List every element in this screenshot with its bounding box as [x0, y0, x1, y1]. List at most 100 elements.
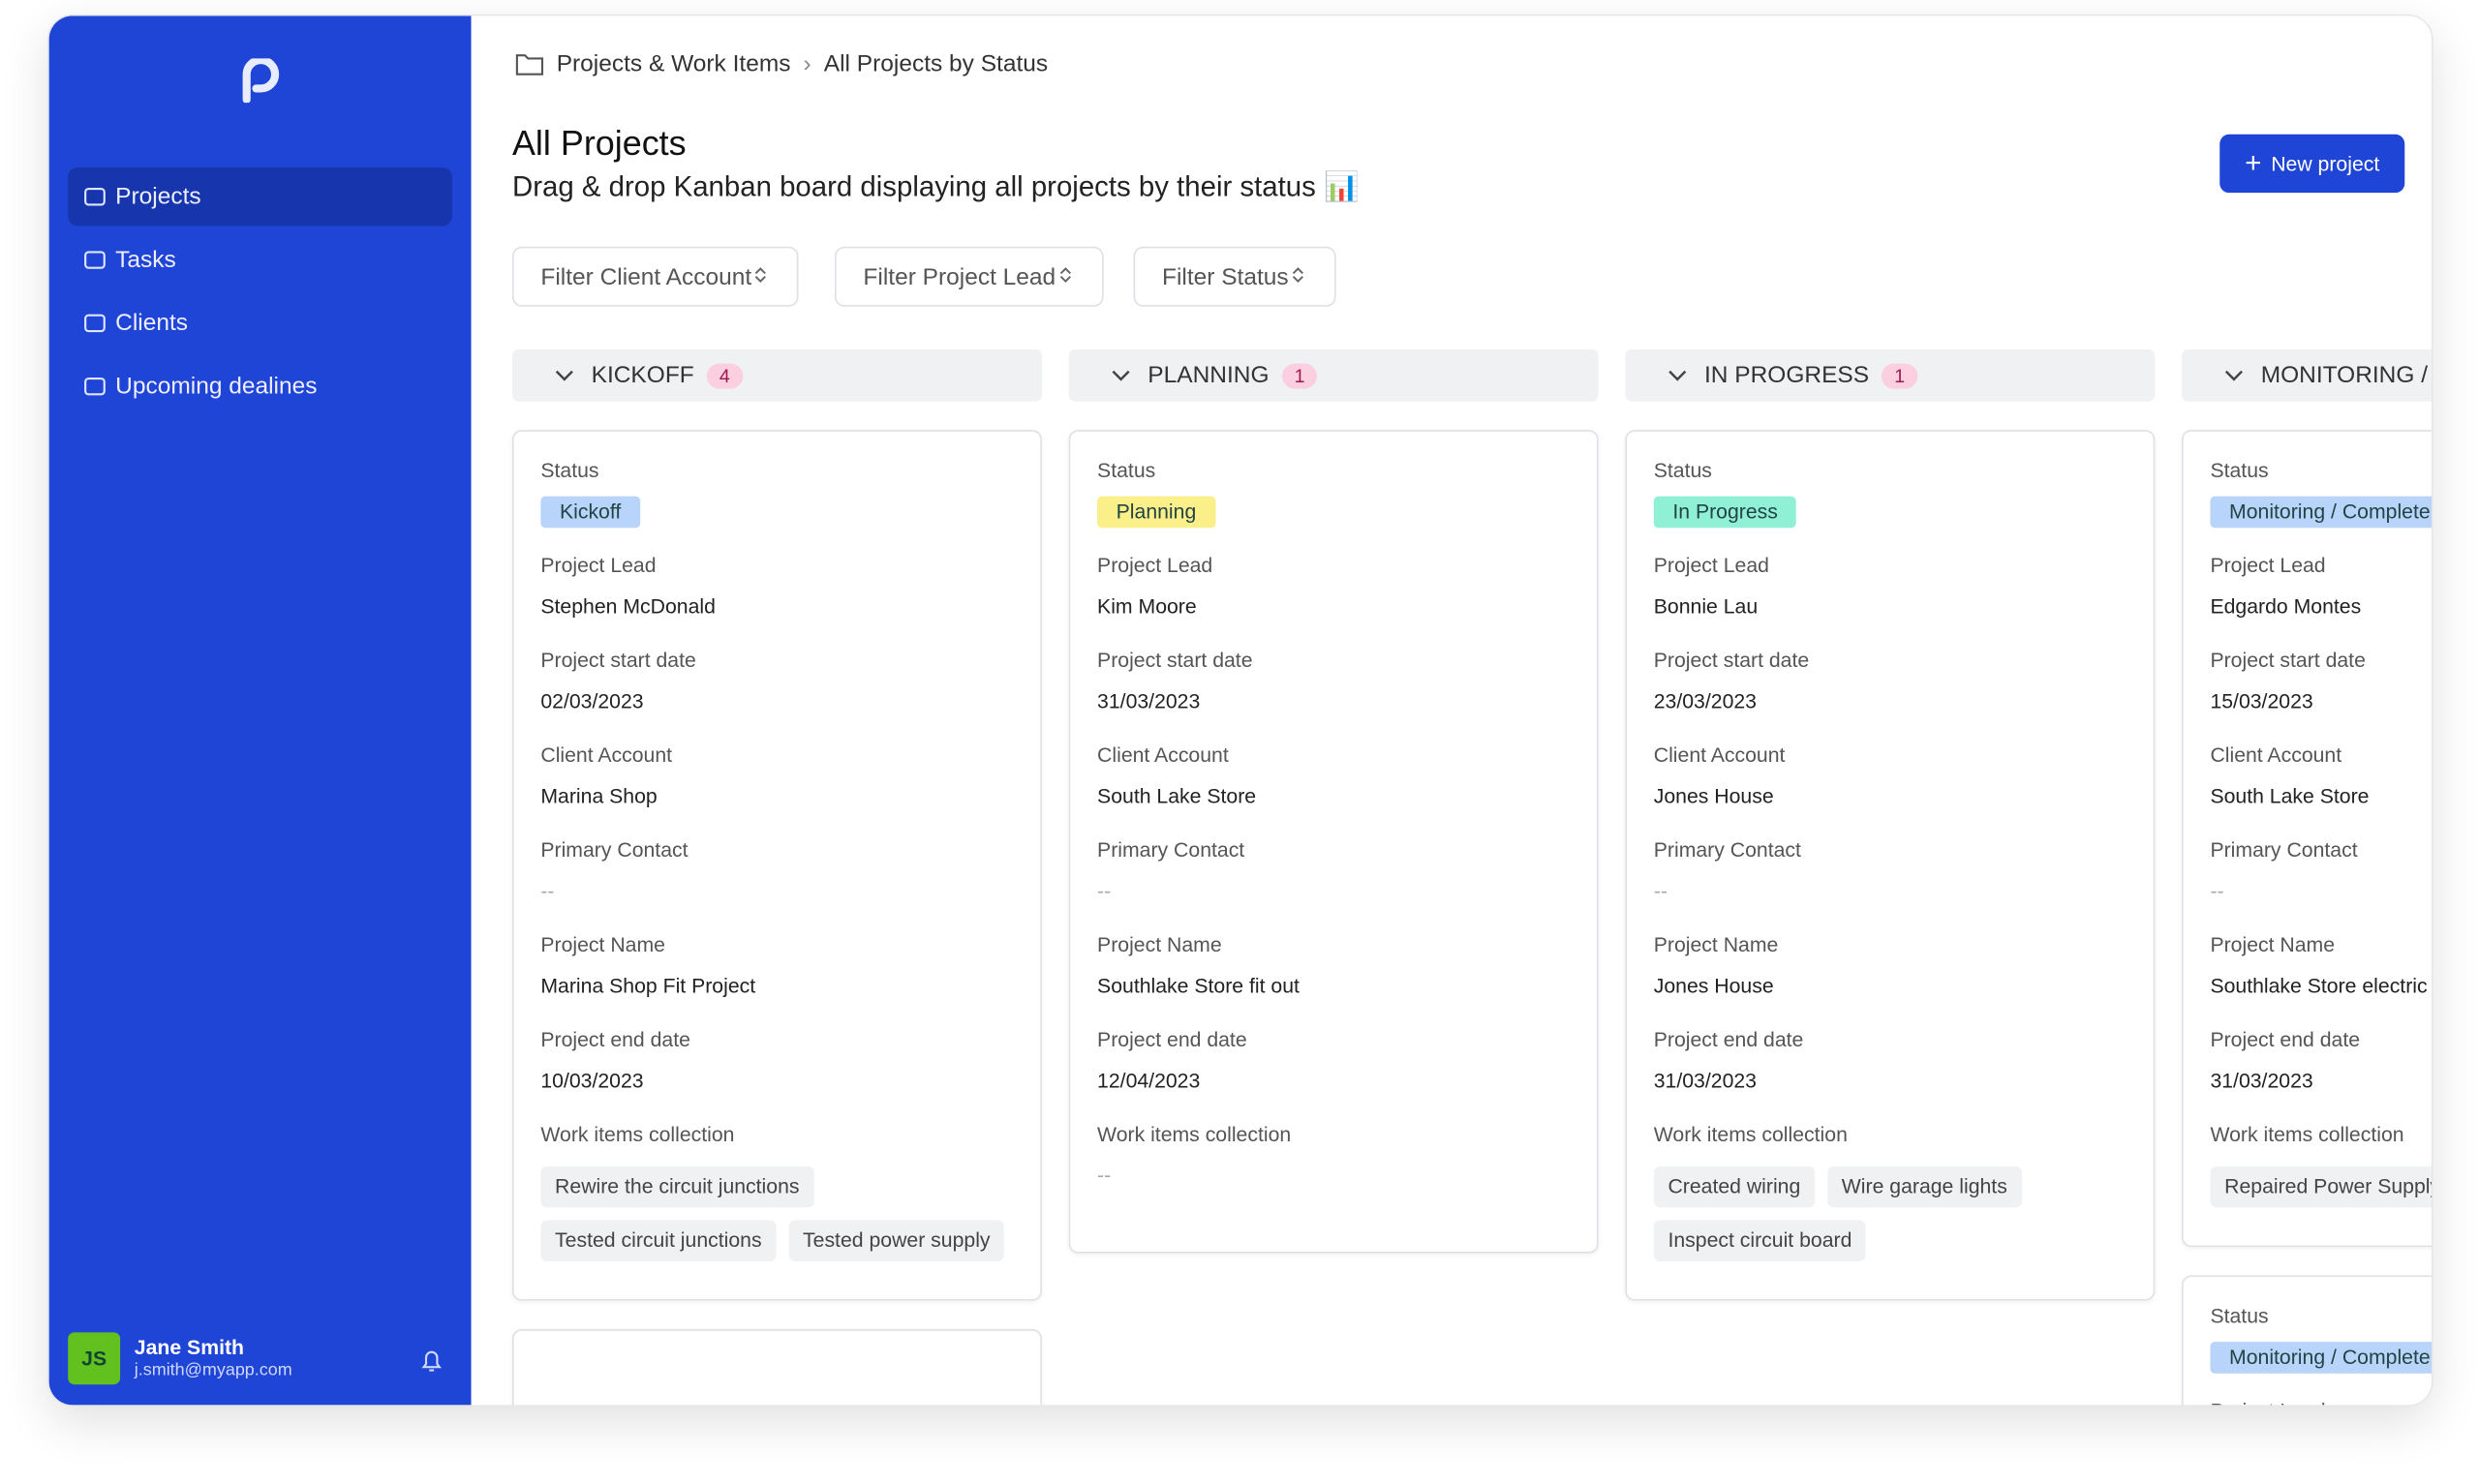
- field-value: --: [1097, 1163, 1112, 1188]
- project-card[interactable]: Status In Progress Project Lead Bonnie Lau P…: [1625, 430, 2156, 1301]
- nav-item[interactable]: Tasks: [68, 230, 452, 288]
- tag[interactable]: Tested circuit junctions: [540, 1220, 777, 1261]
- field-value: South Lake Store: [2210, 783, 2370, 808]
- folder-icon: [515, 54, 544, 76]
- field-value: Monitoring / Complete: [2210, 1342, 2433, 1374]
- nav-icon: [84, 377, 106, 396]
- filter[interactable]: Filter Status: [1133, 246, 1336, 307]
- field-label: Work items collection: [1097, 1122, 1292, 1146]
- field-label: Project Name: [1097, 932, 1222, 956]
- user-name: Jane Smith: [134, 1335, 245, 1360]
- field-value: Planning: [1097, 496, 1570, 529]
- field-value: Monitoring / Complete: [2210, 496, 2433, 529]
- field-value: Southlake Store fit out: [1097, 973, 1300, 998]
- tag[interactable]: Wire garage lights: [1827, 1166, 2022, 1208]
- field-label: Primary Contact: [1653, 837, 1801, 862]
- field-value: Marina Shop: [540, 783, 658, 808]
- field-label: Status: [2210, 458, 2269, 482]
- page-subtitle: Drag & drop Kanban board displaying all …: [511, 170, 1360, 202]
- field-label: Work items collection: [1653, 1122, 1848, 1146]
- breadcrumb-item: All Projects by Status: [823, 50, 1049, 77]
- column-header[interactable]: PLANNING 1: [1068, 348, 1599, 402]
- column-count: 4: [706, 362, 743, 388]
- field-label: Project start date: [1653, 648, 1810, 672]
- nav-item[interactable]: Projects: [68, 167, 452, 227]
- tag-list: Created wiring Wire garage lights Inspect …: [1653, 1166, 2127, 1261]
- avatar: JS: [68, 1332, 121, 1385]
- filter[interactable]: Filter Project Lead: [835, 246, 1104, 307]
- field-value: Bonnie Lau: [1653, 593, 1759, 619]
- column-title: IN PROGRESS: [1703, 361, 1870, 389]
- field-value: --: [540, 878, 555, 903]
- project-card[interactable]: Status Planning Project Lead Kim Moore Proje…: [1068, 430, 1599, 1254]
- field-label: Project start date: [1097, 648, 1253, 672]
- field-label: Status: [2210, 1303, 2269, 1328]
- bell-icon[interactable]: [420, 1348, 443, 1374]
- project-card[interactable]: Status Kickoff Project Lead Stephen McDonal…: [511, 430, 1042, 1301]
- tag-list: Rewire the circuit junctions Tested circu…: [540, 1166, 1013, 1261]
- kanban-column: IN PROGRESS 1 Status In Progress Project Lea…: [1625, 348, 2156, 1301]
- nav-item[interactable]: Clients: [68, 294, 452, 352]
- project-card[interactable]: [511, 1329, 1042, 1406]
- main: Projects & Work Items › All Projects by …: [472, 15, 2433, 1406]
- chevron: [1668, 369, 1687, 380]
- field-value: 31/03/2023: [1097, 688, 1201, 713]
- field-value: --: [1653, 878, 1668, 903]
- field-value: Edgardo Montes: [2210, 593, 2362, 619]
- column-title: PLANNING: [1148, 361, 1270, 389]
- field-label: Project end date: [1097, 1027, 1247, 1051]
- field-label: Project end date: [2210, 1027, 2361, 1051]
- field-value: 23/03/2023: [1653, 688, 1758, 713]
- tag[interactable]: Tested power supply: [788, 1220, 1005, 1261]
- new-project-button[interactable]: + New project: [2219, 134, 2405, 194]
- status-badge: Kickoff: [540, 496, 640, 529]
- kanban-column: KICKOFF 4 Status Kickoff Project Lead Stephen…: [511, 348, 1042, 1406]
- field-label: Work items collection: [540, 1122, 735, 1146]
- nav-label: Tasks: [115, 246, 176, 274]
- project-card[interactable]: Status Monitoring / Complete Project Lead E…: [2182, 430, 2433, 1248]
- filter[interactable]: Filter Client Account: [511, 246, 800, 307]
- chevron: [555, 369, 573, 380]
- column-header[interactable]: KICKOFF 4: [511, 348, 1042, 402]
- column-title: MONITORING /: [2260, 361, 2429, 389]
- field-label: Project Name: [540, 932, 665, 956]
- field-label: Primary Contact: [2210, 837, 2358, 862]
- field-value: 31/03/2023: [1653, 1068, 1758, 1093]
- tag[interactable]: Inspect circuit board: [1653, 1220, 1867, 1261]
- field-label: Status: [540, 458, 599, 482]
- field-label: Project Lead: [540, 553, 657, 577]
- field-value: Stephen McDonald: [540, 593, 716, 619]
- kanban-column: PLANNING 1 Status Planning Project Lead Kim M…: [1068, 348, 1599, 1254]
- field-label: Status: [1097, 458, 1156, 482]
- field-label: Client Account: [1653, 742, 1786, 767]
- tag[interactable]: Repaired Power Supply: [2210, 1166, 2433, 1208]
- field-value: 10/03/2023: [540, 1068, 644, 1093]
- user-email: j.smith@myapp.com: [134, 1360, 292, 1380]
- separator: ›: [803, 50, 811, 77]
- sort-icon: [751, 263, 771, 290]
- breadcrumb-item[interactable]: Projects & Work Items: [556, 50, 791, 77]
- filter-label: Filter Status: [1161, 262, 1289, 290]
- tag-list: Repaired Power Supply: [2210, 1166, 2433, 1208]
- field-label: Project Name: [1653, 932, 1779, 956]
- field-value: 31/03/2023: [2210, 1068, 2313, 1093]
- column-header[interactable]: MONITORING /: [2182, 348, 2433, 402]
- status-badge: Monitoring / Complete: [2210, 1342, 2433, 1374]
- breadcrumb: Projects & Work Items › All Projects by …: [515, 50, 1048, 77]
- nav-label: Upcoming dealines: [115, 373, 318, 401]
- tag[interactable]: Created wiring: [1653, 1166, 1816, 1208]
- nav-item[interactable]: Upcoming dealines: [68, 357, 452, 415]
- field-label: Primary Contact: [540, 837, 689, 862]
- column-header[interactable]: IN PROGRESS 1: [1625, 348, 2156, 402]
- field-label: Project Name: [2210, 932, 2336, 956]
- nav-icon: [84, 251, 106, 269]
- chevron: [2224, 369, 2243, 380]
- tag[interactable]: Rewire the circuit junctions: [540, 1166, 814, 1208]
- field-label: Project start date: [540, 648, 696, 672]
- field-value: South Lake Store: [1097, 783, 1257, 808]
- chevron: [1112, 369, 1130, 380]
- nav-label: Clients: [115, 309, 189, 337]
- column-count: 1: [1281, 362, 1318, 388]
